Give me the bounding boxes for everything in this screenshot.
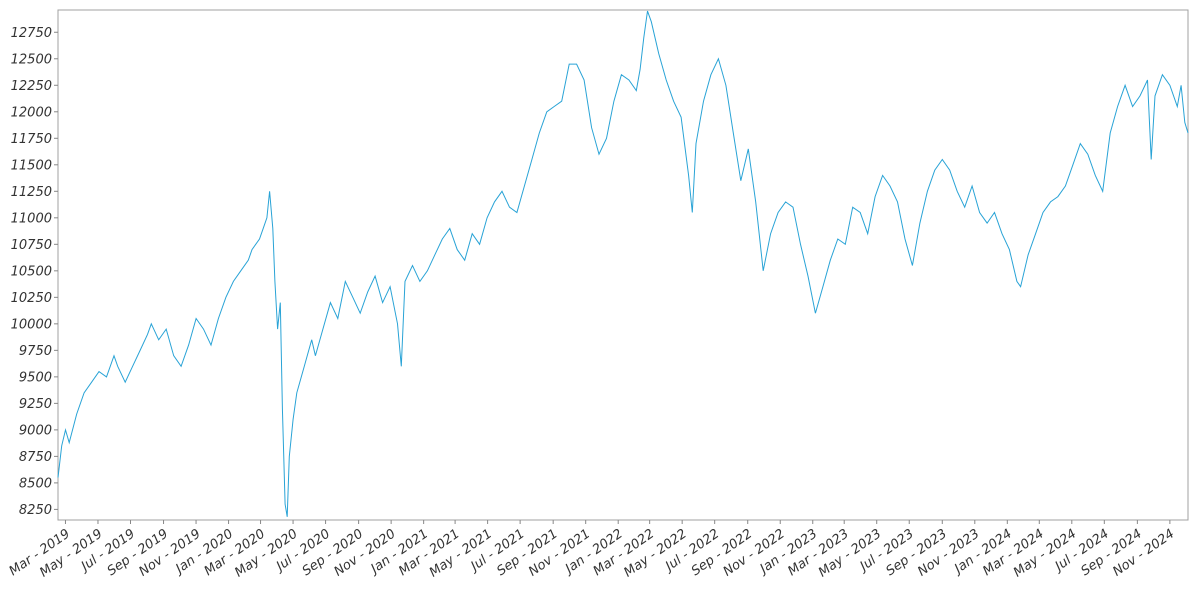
y-tick-label: 12500 <box>11 52 52 67</box>
y-tick-label: 9750 <box>19 344 52 359</box>
y-tick-label: 10750 <box>11 238 52 253</box>
series-line <box>57 10 1189 517</box>
y-tick-label: 8500 <box>19 476 52 491</box>
y-tick-label: 9500 <box>19 370 52 385</box>
y-tick-label: 8750 <box>19 450 52 465</box>
y-tick-label: 9000 <box>19 423 52 438</box>
y-tick-label: 8250 <box>19 503 52 518</box>
plot-area <box>57 9 1189 521</box>
y-tick-label: 11000 <box>11 211 52 226</box>
y-axis: 8250 8500 8750 9000 9250 9500 9750 10000 10250 10… <box>11 26 58 518</box>
y-tick-label: 12250 <box>11 79 52 94</box>
y-tick-label: 10250 <box>11 291 52 306</box>
y-tick-label: 12750 <box>11 26 52 41</box>
y-tick-label: 10500 <box>11 264 52 279</box>
y-tick-label: 10000 <box>11 317 52 332</box>
y-tick-label: 11750 <box>11 132 52 147</box>
y-tick-label: 11250 <box>11 185 52 200</box>
y-tick-label: 11500 <box>11 158 52 173</box>
y-tick-label: 9250 <box>19 397 52 412</box>
y-tick-label: 12000 <box>11 105 52 120</box>
